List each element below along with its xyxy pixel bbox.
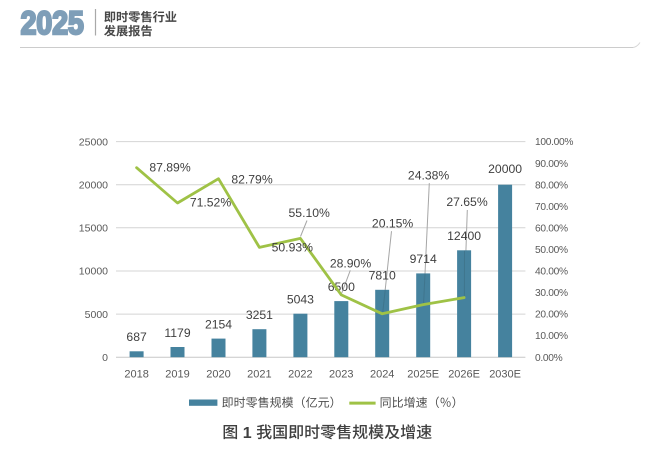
svg-text:80.00%: 80.00% <box>535 180 568 191</box>
svg-text:50.00%: 50.00% <box>535 245 568 256</box>
svg-text:20000: 20000 <box>488 162 522 176</box>
svg-text:0.00%: 0.00% <box>535 353 563 364</box>
svg-text:71.52%: 71.52% <box>190 195 231 209</box>
svg-text:10000: 10000 <box>79 266 108 278</box>
svg-text:70.00%: 70.00% <box>535 202 568 213</box>
svg-text:12400: 12400 <box>447 229 481 243</box>
svg-text:5000: 5000 <box>85 309 109 321</box>
svg-text:2022: 2022 <box>288 369 312 381</box>
svg-text:90.00%: 90.00% <box>535 159 568 170</box>
svg-text:55.10%: 55.10% <box>289 206 330 220</box>
svg-text:3251: 3251 <box>246 308 273 322</box>
svg-text:0: 0 <box>102 352 108 364</box>
svg-text:5043: 5043 <box>287 293 314 307</box>
svg-text:15000: 15000 <box>79 223 108 235</box>
svg-text:2025E: 2025E <box>407 369 439 381</box>
svg-text:25000: 25000 <box>79 136 108 148</box>
svg-text:687: 687 <box>126 330 147 344</box>
svg-text:2030E: 2030E <box>489 369 521 381</box>
svg-text:2023: 2023 <box>329 369 353 381</box>
svg-text:20.15%: 20.15% <box>372 217 413 231</box>
svg-text:7810: 7810 <box>369 269 396 283</box>
svg-text:100.00%: 100.00% <box>535 137 573 148</box>
svg-text:2024: 2024 <box>370 369 394 381</box>
svg-text:27.65%: 27.65% <box>446 195 487 209</box>
svg-text:50.93%: 50.93% <box>272 240 313 254</box>
svg-text:2021: 2021 <box>247 369 271 381</box>
svg-text:82.79%: 82.79% <box>231 172 272 186</box>
svg-text:28.90%: 28.90% <box>330 257 371 271</box>
svg-text:2018: 2018 <box>124 369 148 381</box>
svg-text:2154: 2154 <box>205 317 232 331</box>
svg-text:9714: 9714 <box>410 252 437 266</box>
svg-text:20000: 20000 <box>79 179 108 191</box>
svg-text:60.00%: 60.00% <box>535 223 568 234</box>
svg-text:2026E: 2026E <box>448 369 480 381</box>
svg-text:1: 1 <box>243 425 252 442</box>
svg-text:30.00%: 30.00% <box>535 288 568 299</box>
svg-text:20.00%: 20.00% <box>535 310 568 321</box>
svg-text:87.89%: 87.89% <box>149 161 190 175</box>
svg-text:1179: 1179 <box>164 326 190 340</box>
svg-text:40.00%: 40.00% <box>535 267 568 278</box>
svg-text:24.38%: 24.38% <box>408 169 449 183</box>
svg-text:2020: 2020 <box>206 369 230 381</box>
svg-text:2025: 2025 <box>21 5 84 41</box>
svg-text:10.00%: 10.00% <box>535 331 568 342</box>
svg-text:2019: 2019 <box>165 369 189 381</box>
